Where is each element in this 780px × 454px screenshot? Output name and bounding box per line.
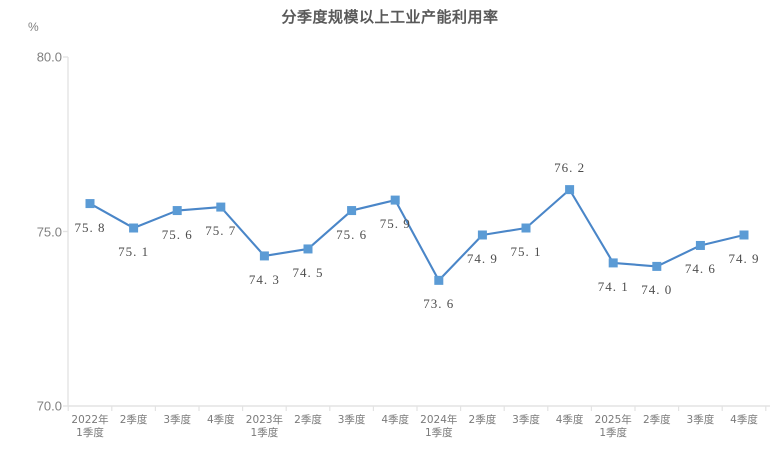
data-point-value-label: 75. 9 [379,216,411,232]
data-point-value-label: 75. 8 [74,219,106,235]
data-point-value-label: 75. 6 [336,226,368,242]
x-axis-tick-label: 4季度 [381,414,410,426]
x-axis-tick-label: 2024年 1季度 [420,414,458,439]
x-axis-tick-label: 2季度 [294,414,322,426]
data-point-marker [434,275,444,285]
data-point-value-label: 76. 2 [554,159,586,175]
y-axis-tick-label: 70.0 [36,398,62,414]
data-point-marker [565,185,575,195]
data-point-marker [259,251,269,261]
y-axis-tick-label: 80.0 [36,49,62,65]
data-point-marker [477,230,487,240]
chart-title: 分季度规模以上工业产能利用率 [281,8,499,26]
x-axis-tick-label: 2022年 1季度 [71,414,109,439]
data-point-value-label: 73. 6 [423,296,455,312]
x-axis-tick-label: 2季度 [468,414,497,426]
data-point-marker [390,195,400,205]
x-axis-tick-label: 2023年 1季度 [245,414,284,439]
data-point-marker [216,202,226,212]
data-point-value-label: 74. 3 [248,271,280,287]
data-point-value-label: 74. 0 [641,282,673,298]
x-axis-tick-label: 4季度 [555,414,584,426]
data-point-marker [521,223,531,233]
data-point-marker [85,199,95,209]
data-point-value-label: 75. 7 [205,223,237,239]
x-axis-tick-label: 3季度 [512,414,540,426]
axis-lines [63,56,770,407]
data-point-marker [652,261,662,271]
data-point-value-label: 74. 6 [684,261,716,277]
x-axis-tick-label: 2025年 1季度 [594,414,632,439]
x-axis-tick-label: 3季度 [163,414,192,426]
data-series-line [88,188,746,282]
data-point-value-label: 74. 9 [728,250,760,266]
x-axis-tick-label: 4季度 [730,414,758,426]
y-axis-tick-labels: 80.0 75.0 70.0 [0,0,62,454]
x-axis-tick-label: 4季度 [206,414,235,426]
data-point-markers [85,185,749,285]
x-axis-tick-label: 2季度 [642,414,671,426]
data-point-value-label: 75. 1 [118,244,150,259]
data-point-marker [739,230,749,240]
x-axis-tick-label: 2季度 [119,414,148,426]
x-axis-tick-marks [67,406,767,411]
data-point-marker [129,223,139,233]
y-axis-unit-label: % [28,20,39,34]
x-axis-tick-label: 3季度 [686,414,715,426]
data-point-marker [608,258,618,268]
data-point-marker [172,206,182,216]
data-point-value-label: 75. 6 [161,226,193,242]
data-point-marker [303,244,313,254]
x-axis-tick-label: 3季度 [337,414,366,426]
data-point-value-label: 75. 1 [510,244,542,259]
data-point-value-label: 74. 1 [597,278,629,294]
data-point-marker [695,240,705,250]
y-axis-tick-label: 75.0 [36,224,62,239]
data-point-marker [347,206,357,216]
data-point-value-label: 74. 5 [292,264,324,280]
data-point-value-label: 74. 9 [466,250,498,266]
